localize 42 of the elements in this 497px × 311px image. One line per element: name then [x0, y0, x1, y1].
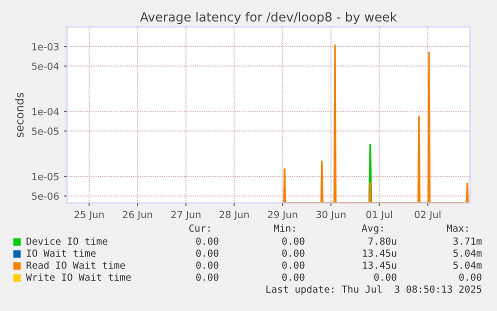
chart-title: Average latency for /dev/loop8 - by week [140, 12, 397, 24]
text: Max: [446, 224, 468, 232]
text: 0.00 [282, 249, 304, 257]
text: 0.00 [196, 273, 218, 281]
y-tick-label: 5e-05 [32, 128, 59, 135]
legend-label: Write IO Wait time [26, 273, 131, 281]
text: 0.00 [196, 237, 218, 245]
x-tick-label: 28 Jun [220, 210, 249, 220]
text: Avg: [362, 224, 383, 234]
y-tick-label: 1e-03 [32, 43, 59, 50]
y-tick-label: 5e-04 [32, 62, 59, 70]
text: 7.80u [368, 237, 396, 245]
text: 13.45u [363, 249, 396, 257]
text: 0.00 [282, 237, 304, 245]
x-tick-label: 26 Jun [122, 210, 152, 220]
x-tick-label: 30 Jun [316, 210, 346, 220]
x-tick-label: 01 Jul [366, 210, 392, 220]
x-tick-label: 27 Jun [171, 210, 200, 220]
text: 0.00 [459, 273, 482, 281]
text: Cur: [189, 224, 210, 232]
legend-label: IO Wait time [26, 249, 96, 257]
text: 3.71m [453, 237, 482, 245]
text: 5.04m [453, 261, 482, 269]
text: 0.00 [196, 261, 218, 269]
x-tick-label: 25 Jun [74, 210, 104, 220]
y-tick-label: 1e-05 [32, 172, 59, 180]
text: 0.00 [196, 249, 218, 257]
y-tick-label: 5e-06 [32, 192, 59, 200]
text: 0.00 [374, 273, 396, 281]
x-tick-label: 29 Jun [268, 210, 298, 220]
x-tick-label: 02 Jul [414, 210, 440, 220]
text: Last update: Thu Jul 3 08:50:13 2025 [266, 285, 482, 295]
legend-label: Device IO time [26, 237, 108, 245]
text: Min: [274, 224, 295, 232]
text: 5.04m [453, 249, 482, 257]
text: 0.00 [282, 273, 304, 281]
text: 13.45u [363, 261, 396, 269]
y-axis-title: seconds [15, 92, 24, 138]
text: 0.00 [282, 261, 304, 269]
y-tick-label: 1e-04 [32, 108, 59, 116]
legend-label: Read IO Wait time [26, 261, 125, 269]
line-series [283, 44, 469, 203]
